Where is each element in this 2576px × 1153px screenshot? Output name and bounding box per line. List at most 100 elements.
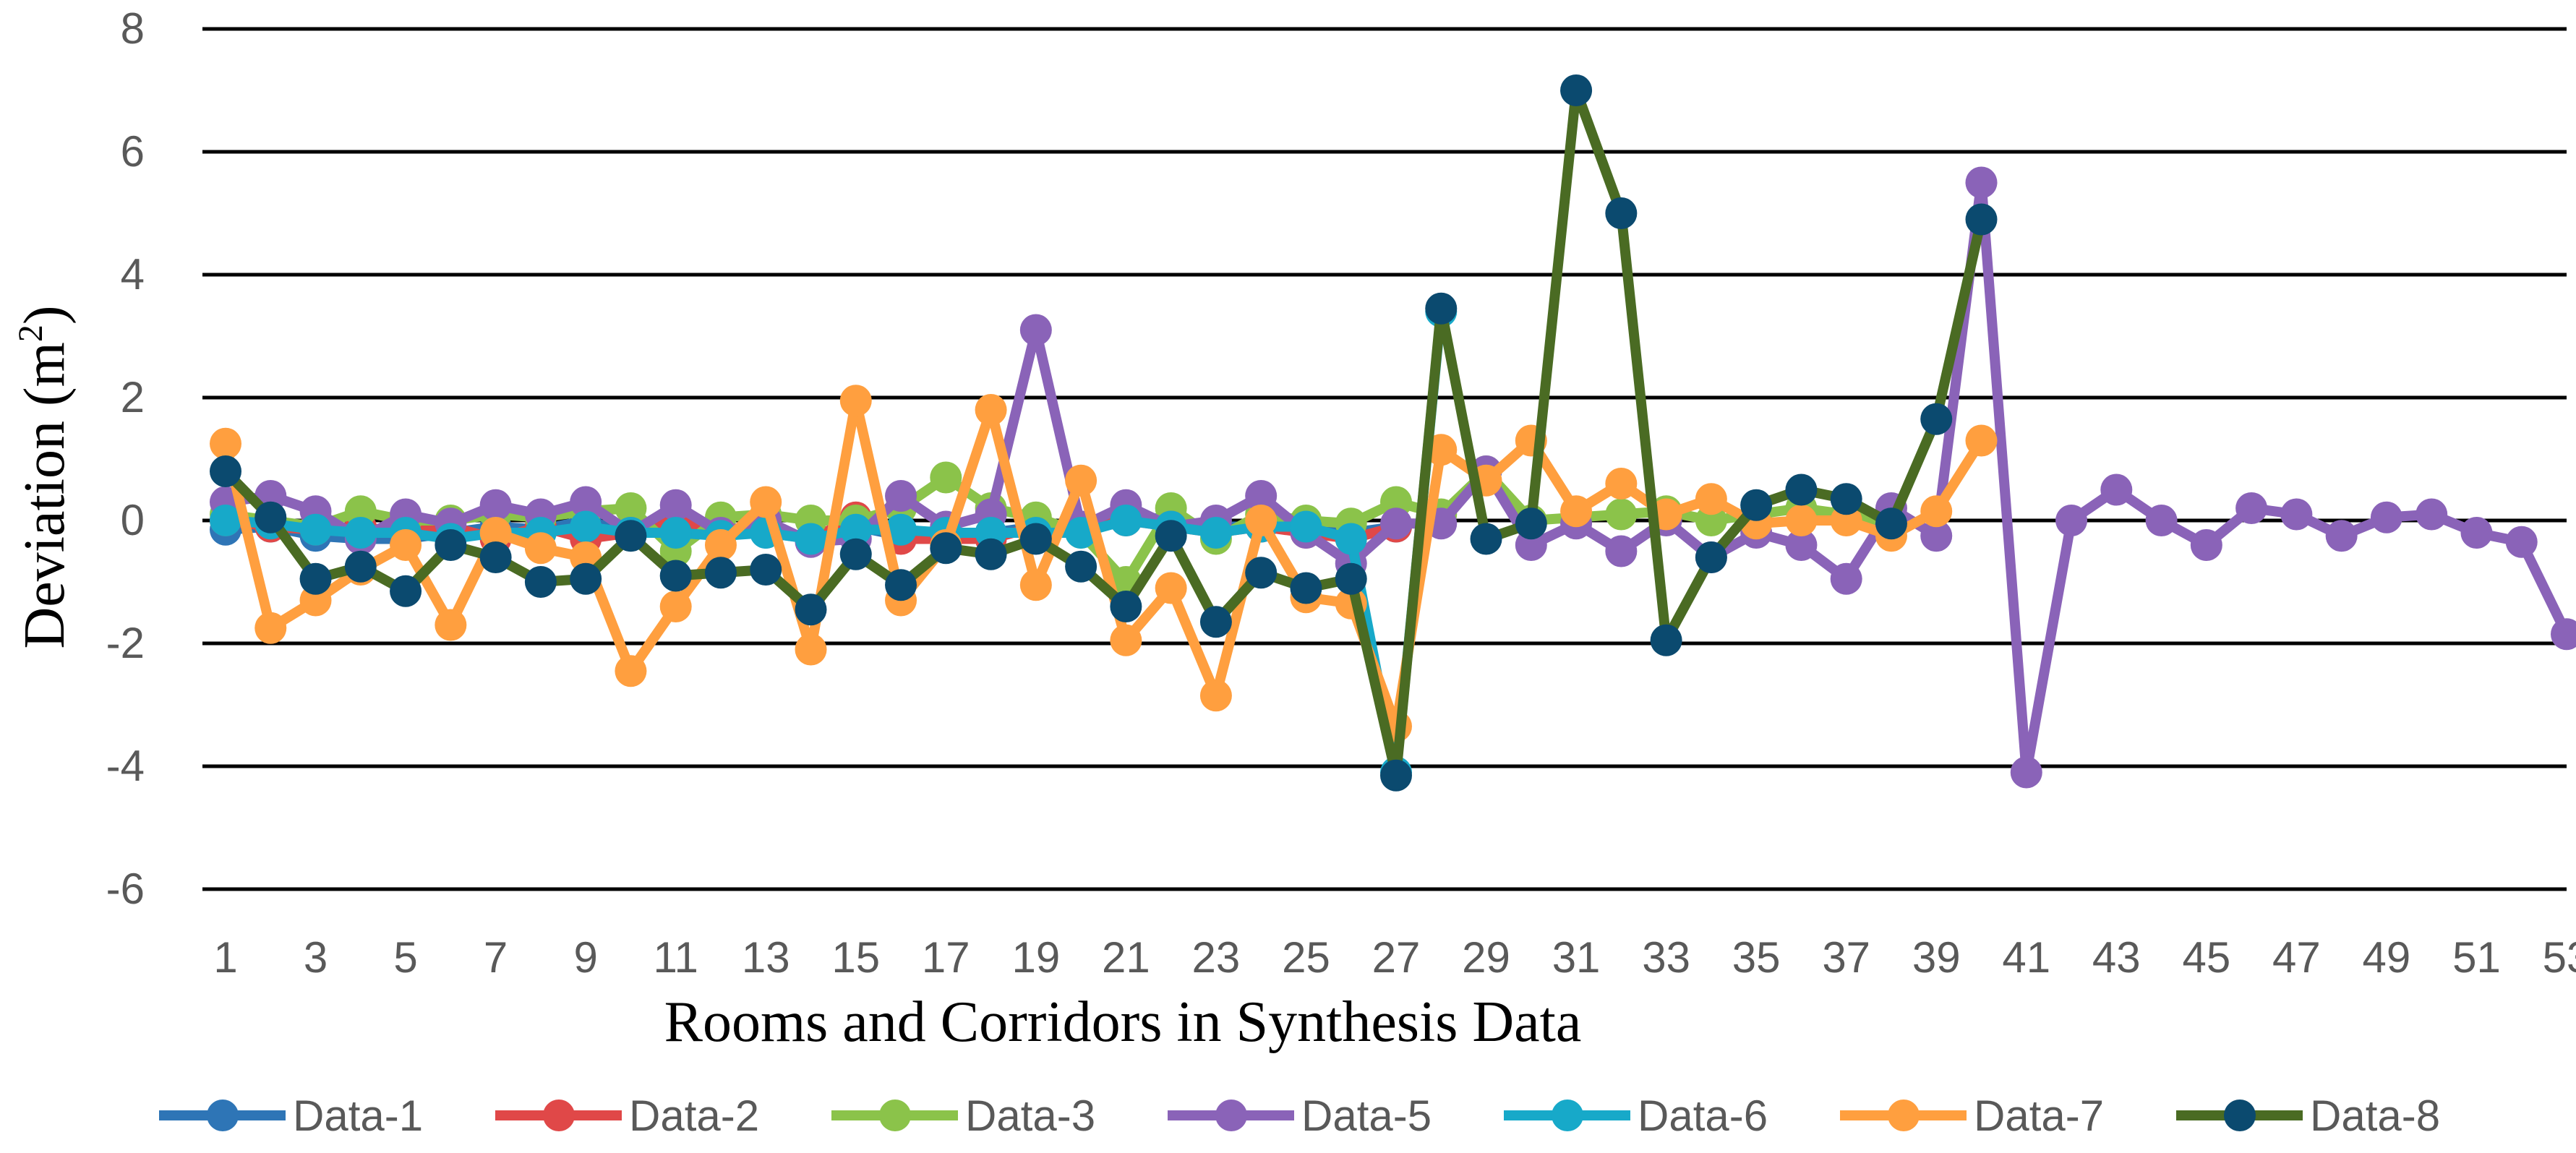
data-point-Data-5 xyxy=(1019,314,1052,346)
legend-label: Data-2 xyxy=(629,1092,759,1140)
data-point-Data-7 xyxy=(1560,495,1593,528)
data-point-Data-7 xyxy=(435,609,467,641)
data-point-Data-7 xyxy=(479,517,512,549)
data-point-Data-5 xyxy=(659,489,692,521)
data-point-Data-8 xyxy=(1380,759,1412,792)
x-tick-label: 27 xyxy=(1372,933,1421,982)
legend-label: Data-7 xyxy=(1974,1092,2104,1140)
legend-label: Data-6 xyxy=(1638,1092,1768,1140)
y-tick-label: 6 xyxy=(121,127,145,176)
data-point-Data-8 xyxy=(1875,507,1907,540)
data-point-Data-8 xyxy=(795,593,827,626)
data-point-Data-8 xyxy=(1155,520,1187,552)
y-tick-labels: -6 -4 -2 0 2 4 6 8 xyxy=(106,4,145,913)
x-tick-label: 33 xyxy=(1642,933,1690,982)
data-point-Data-5 xyxy=(2460,517,2493,549)
legend-item-Data-8: Data-8 xyxy=(2176,1092,2440,1140)
data-point-Data-8 xyxy=(1245,557,1278,589)
data-point-Data-8 xyxy=(344,550,377,583)
x-tick-label: 43 xyxy=(2092,933,2141,982)
data-point-Data-8 xyxy=(1785,473,1818,506)
x-tick-label: 31 xyxy=(1552,933,1601,982)
data-point-Data-6 xyxy=(795,523,827,555)
data-point-Data-8 xyxy=(1335,562,1367,595)
data-point-Data-7 xyxy=(1019,569,1052,601)
x-tick-label: 9 xyxy=(573,933,597,982)
legend-item-Data-7: Data-7 xyxy=(1840,1092,2104,1140)
data-point-Data-7 xyxy=(1245,505,1278,536)
data-point-Data-5 xyxy=(1605,535,1638,567)
data-point-Data-6 xyxy=(1110,505,1142,536)
x-axis-title: Rooms and Corridors in Synthesis Data xyxy=(664,990,1582,1054)
data-point-Data-8 xyxy=(479,541,512,573)
data-point-Data-8 xyxy=(299,562,332,595)
data-point-Data-5 xyxy=(885,480,917,512)
x-tick-labels: 1 3 5 7 9 11 13 15 17 19 21 23 25 27 29 31 33 35 37 39 41 43 4… xyxy=(213,933,2576,982)
x-tick-label: 37 xyxy=(1822,933,1870,982)
data-point-Data-7 xyxy=(1605,468,1638,500)
data-point-Data-7 xyxy=(615,655,647,687)
data-point-Data-8 xyxy=(1019,523,1052,555)
data-point-Data-5 xyxy=(479,489,512,521)
data-point-Data-5 xyxy=(2190,529,2222,561)
y-tick-label: 4 xyxy=(121,250,145,299)
y-tick-label: -6 xyxy=(106,865,145,913)
data-point-Data-6 xyxy=(839,513,872,546)
data-point-Data-6 xyxy=(1290,510,1322,543)
legend-label: Data-8 xyxy=(2310,1092,2440,1140)
data-point-Data-8 xyxy=(1740,489,1773,521)
x-tick-label: 11 xyxy=(654,933,698,982)
data-point-Data-6 xyxy=(299,513,332,546)
data-point-Data-5 xyxy=(2370,501,2402,533)
data-point-Data-8 xyxy=(1695,541,1727,573)
data-point-Data-8 xyxy=(839,538,872,570)
data-point-Data-7 xyxy=(1965,424,1998,457)
legend-item-Data-5: Data-5 xyxy=(1168,1092,1432,1140)
legend-label: Data-3 xyxy=(965,1092,1095,1140)
y-tick-label: 8 xyxy=(121,4,145,53)
data-point-Data-6 xyxy=(210,505,241,536)
legend-item-Data-3: Data-3 xyxy=(831,1092,1095,1140)
data-point-Data-7 xyxy=(254,612,287,644)
data-point-Data-6 xyxy=(344,517,377,549)
data-point-Data-5 xyxy=(2280,498,2313,531)
series-line-Data-5 xyxy=(225,177,2572,778)
data-point-Data-8 xyxy=(390,575,422,607)
y-axis-title: Deviation (m2) xyxy=(12,306,77,649)
data-point-Data-7 xyxy=(1199,680,1232,712)
data-point-Data-5 xyxy=(2325,520,2358,552)
data-point-Data-8 xyxy=(1650,624,1682,656)
data-point-Data-7 xyxy=(975,394,1007,426)
data-point-Data-8 xyxy=(975,538,1007,570)
data-point-Data-6 xyxy=(1199,517,1232,549)
series-line-Data-8 xyxy=(221,85,1987,781)
data-point-Data-8 xyxy=(704,557,737,589)
data-point-Data-7 xyxy=(839,385,872,417)
legend-label: Data-5 xyxy=(1301,1092,1432,1140)
data-point-Data-8 xyxy=(930,532,962,565)
data-point-Data-8 xyxy=(1920,403,1953,435)
data-point-Data-8 xyxy=(1290,572,1322,604)
legend-label: Data-1 xyxy=(293,1092,423,1140)
x-tick-label: 7 xyxy=(484,933,508,982)
data-point-Data-8 xyxy=(1110,591,1142,622)
gridlines xyxy=(202,27,2567,891)
data-point-Data-8 xyxy=(254,501,287,533)
x-tick-label: 53 xyxy=(2543,933,2576,982)
legend-swatch-marker xyxy=(1888,1100,1920,1131)
data-point-Data-8 xyxy=(1425,292,1458,325)
data-point-Data-7 xyxy=(210,427,241,460)
data-point-Data-7 xyxy=(704,529,737,561)
series-Data-8 xyxy=(210,74,1998,792)
data-point-Data-7 xyxy=(1695,483,1727,515)
data-point-Data-8 xyxy=(1065,550,1097,583)
data-point-Data-5 xyxy=(1920,520,1953,552)
data-point-Data-5 xyxy=(1245,480,1278,512)
legend-swatch-marker xyxy=(543,1100,575,1131)
data-point-Data-3 xyxy=(1605,498,1638,531)
x-tick-label: 3 xyxy=(304,933,328,982)
series-group xyxy=(210,74,2576,792)
x-tick-label: 5 xyxy=(393,933,417,982)
data-point-Data-5 xyxy=(570,486,602,518)
